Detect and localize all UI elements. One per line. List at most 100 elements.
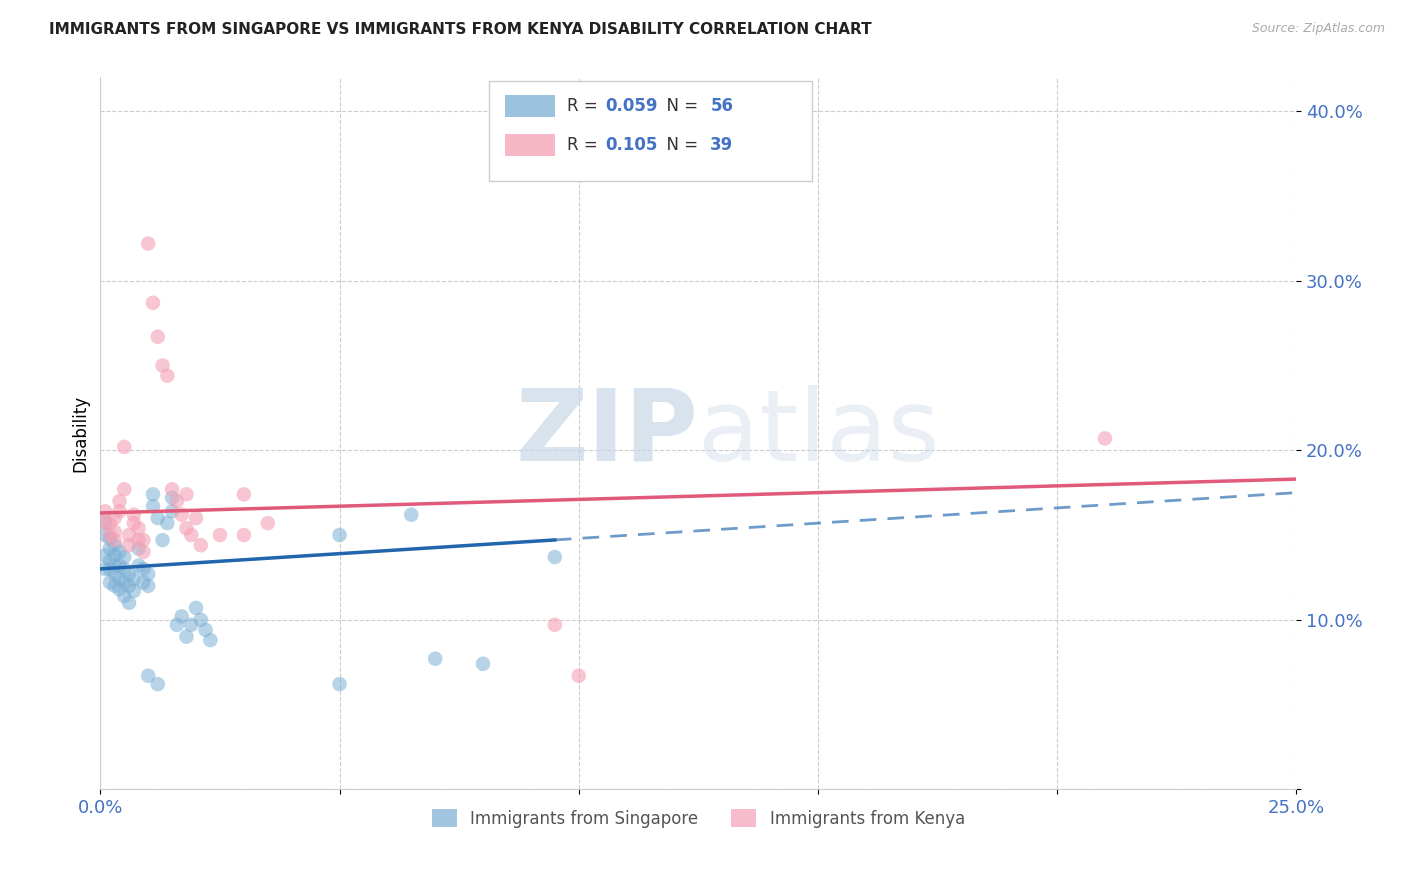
- Point: [104, 511, 127, 525]
- Text: 56: 56: [710, 97, 734, 115]
- Point: [112, 440, 135, 454]
- Point: [132, 533, 155, 547]
- Text: R =: R =: [567, 97, 603, 115]
- Point: [160, 504, 183, 518]
- Point: [112, 549, 135, 564]
- Point: [98, 528, 121, 542]
- Point: [128, 558, 150, 573]
- Point: [118, 566, 141, 581]
- Point: [166, 617, 188, 632]
- Point: [108, 558, 131, 573]
- Point: [112, 482, 135, 496]
- Point: [104, 558, 127, 573]
- Text: 0.105: 0.105: [605, 136, 658, 154]
- Point: [190, 613, 212, 627]
- Point: [104, 579, 127, 593]
- Point: [170, 508, 193, 522]
- Point: [180, 528, 202, 542]
- Legend: Immigrants from Singapore, Immigrants from Kenya: Immigrants from Singapore, Immigrants fr…: [425, 803, 972, 834]
- Text: N =: N =: [657, 136, 704, 154]
- Point: [152, 533, 174, 547]
- Point: [108, 572, 131, 586]
- Point: [118, 596, 141, 610]
- Point: [180, 617, 202, 632]
- Point: [136, 236, 159, 251]
- Y-axis label: Disability: Disability: [72, 395, 89, 472]
- Point: [98, 562, 121, 576]
- Point: [568, 668, 591, 682]
- Point: [328, 528, 350, 542]
- Point: [104, 524, 127, 539]
- Point: [108, 494, 131, 508]
- FancyBboxPatch shape: [489, 81, 811, 181]
- Point: [98, 575, 121, 590]
- Point: [160, 482, 183, 496]
- Point: [146, 330, 169, 344]
- Point: [136, 579, 159, 593]
- Point: [170, 609, 193, 624]
- Point: [112, 589, 135, 603]
- Point: [108, 545, 131, 559]
- Point: [128, 521, 150, 535]
- FancyBboxPatch shape: [505, 95, 555, 118]
- Point: [176, 487, 198, 501]
- Point: [112, 575, 135, 590]
- Point: [136, 566, 159, 581]
- Point: [94, 549, 117, 563]
- Point: [142, 499, 165, 513]
- Point: [200, 633, 222, 648]
- Point: [104, 566, 127, 581]
- Point: [156, 516, 179, 530]
- Point: [194, 623, 217, 637]
- Point: [208, 528, 231, 542]
- Point: [94, 516, 117, 530]
- Point: [142, 487, 165, 501]
- Point: [328, 677, 350, 691]
- Point: [184, 511, 207, 525]
- Point: [152, 359, 174, 373]
- Text: Source: ZipAtlas.com: Source: ZipAtlas.com: [1251, 22, 1385, 36]
- Point: [1094, 431, 1116, 445]
- Point: [256, 516, 278, 530]
- Point: [146, 677, 169, 691]
- Point: [136, 668, 159, 682]
- Text: atlas: atlas: [699, 384, 941, 482]
- Point: [132, 545, 155, 559]
- Point: [122, 508, 145, 522]
- Point: [94, 515, 117, 529]
- Point: [118, 528, 141, 542]
- Point: [122, 516, 145, 530]
- Point: [425, 651, 447, 665]
- Point: [98, 553, 121, 567]
- Point: [122, 583, 145, 598]
- Point: [112, 562, 135, 576]
- Point: [232, 528, 254, 542]
- Point: [128, 533, 150, 547]
- Text: R =: R =: [567, 136, 603, 154]
- Text: 39: 39: [710, 136, 734, 154]
- Point: [190, 538, 212, 552]
- Point: [98, 532, 121, 546]
- Point: [108, 504, 131, 518]
- Point: [544, 549, 567, 564]
- Point: [232, 487, 254, 501]
- Point: [118, 579, 141, 593]
- Point: [128, 541, 150, 556]
- Point: [94, 504, 117, 518]
- Point: [156, 368, 179, 383]
- Point: [104, 538, 127, 552]
- Point: [94, 528, 117, 542]
- Point: [146, 511, 169, 525]
- Text: ZIP: ZIP: [516, 384, 699, 482]
- Point: [98, 541, 121, 556]
- Point: [122, 572, 145, 586]
- Point: [184, 600, 207, 615]
- Text: 0.059: 0.059: [605, 97, 658, 115]
- Point: [108, 582, 131, 597]
- Point: [176, 521, 198, 535]
- Point: [132, 575, 155, 590]
- Point: [166, 494, 188, 508]
- Point: [544, 617, 567, 632]
- Point: [176, 630, 198, 644]
- Point: [98, 516, 121, 530]
